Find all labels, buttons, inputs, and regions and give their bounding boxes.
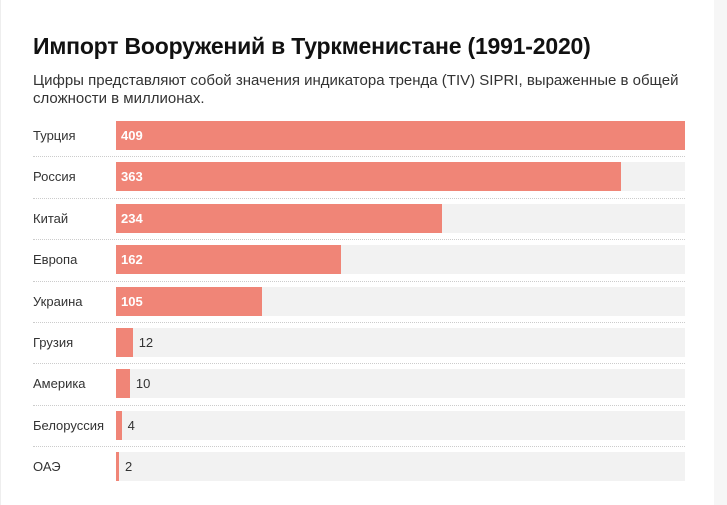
- row-separator: [33, 446, 685, 447]
- category-label: Украина: [33, 294, 83, 309]
- bar: [116, 162, 621, 191]
- value-label: 162: [121, 252, 143, 267]
- bar: [116, 411, 122, 440]
- chart-subtitle: Цифры представляют собой значения индика…: [33, 72, 679, 107]
- bar-track: 409: [116, 121, 685, 150]
- bar-row: Белоруссия 4: [33, 411, 685, 440]
- bar-row: Европа 162: [33, 245, 685, 274]
- page-gutter: [714, 0, 727, 505]
- bar-track: 234: [116, 204, 685, 233]
- value-label: 409: [121, 128, 143, 143]
- row-separator: [33, 156, 685, 157]
- category-label: Америка: [33, 376, 86, 391]
- value-label: 234: [121, 211, 143, 226]
- value-label: 4: [127, 418, 135, 433]
- row-separator: [33, 239, 685, 240]
- bar-track: 4: [116, 411, 685, 440]
- bar-track: 363: [116, 162, 685, 191]
- bar-track: 105: [116, 287, 685, 316]
- value-label: 363: [121, 169, 143, 184]
- row-separator: [33, 405, 685, 406]
- category-label: Китай: [33, 211, 69, 226]
- bar-row: Китай 234: [33, 204, 685, 233]
- bar: [116, 452, 119, 481]
- category-label: Европа: [33, 252, 78, 267]
- row-separator: [33, 363, 685, 364]
- category-label: Россия: [33, 169, 76, 184]
- bar: [116, 369, 130, 398]
- bar-row: Грузия 12: [33, 328, 685, 357]
- bar-track: 162: [116, 245, 685, 274]
- bar-row: Турция 409: [33, 121, 685, 150]
- row-separator: [33, 281, 685, 282]
- category-label: ОАЭ: [33, 459, 61, 474]
- bar: [116, 204, 442, 233]
- bar-row: Америка 10: [33, 369, 685, 398]
- row-separator: [33, 198, 685, 199]
- value-label: 105: [121, 294, 143, 309]
- category-label: Турция: [33, 128, 76, 143]
- bar: [116, 287, 263, 316]
- bar-track: 10: [116, 369, 685, 398]
- bar: [116, 121, 685, 150]
- row-separator: [33, 322, 685, 323]
- bar: [116, 328, 133, 357]
- bar-row: Россия 363: [33, 162, 685, 191]
- value-label: 12: [138, 335, 154, 350]
- value-label: 2: [125, 459, 133, 474]
- bar-row: Украина 105: [33, 287, 685, 316]
- value-label: 10: [135, 376, 151, 391]
- bar-track: 2: [116, 452, 685, 481]
- chart-title: Импорт Вооружений в Туркменистане (1991-…: [33, 33, 591, 59]
- category-label: Грузия: [33, 335, 74, 350]
- bar-track: 12: [116, 328, 685, 357]
- bar: [116, 245, 342, 274]
- bar-row: ОАЭ 2: [33, 452, 685, 481]
- category-label: Белоруссия: [33, 418, 105, 433]
